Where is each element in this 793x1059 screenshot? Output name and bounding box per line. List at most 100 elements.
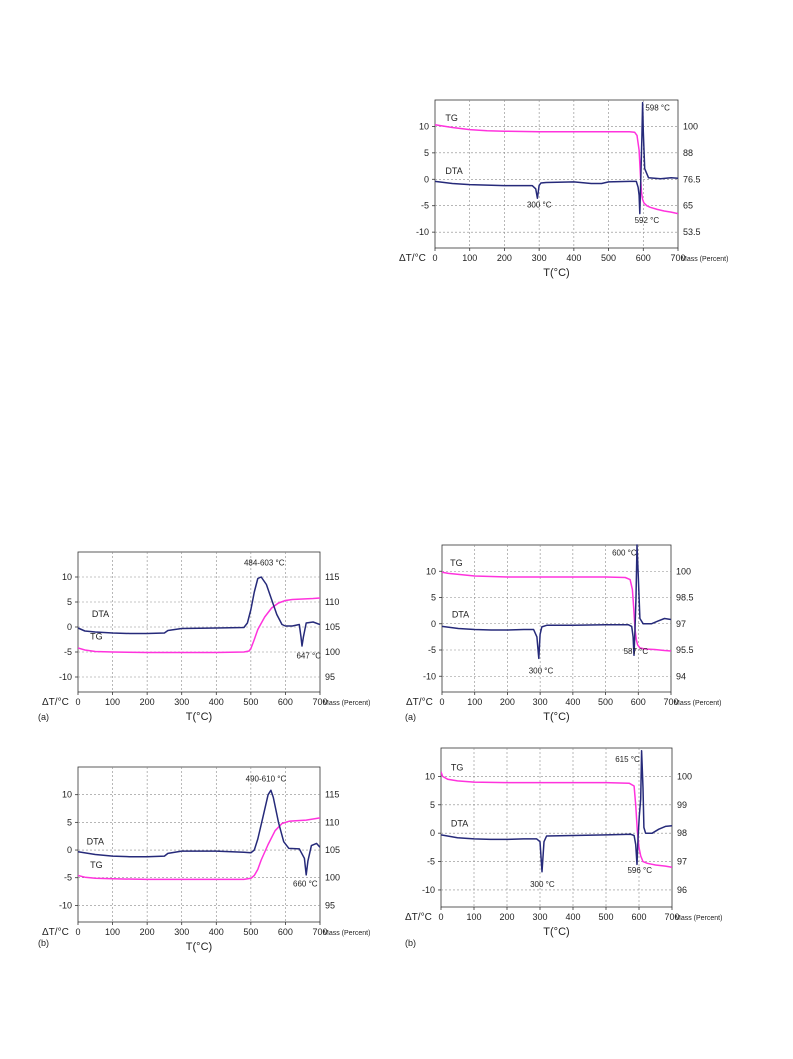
y-axis-label: ΔT/°C xyxy=(405,912,432,923)
x-tick-label: 300 xyxy=(532,253,547,263)
plot-frame xyxy=(77,551,321,693)
x-tick-label: 100 xyxy=(105,927,120,937)
x-tick-label: 100 xyxy=(462,253,477,263)
x-tick-label: 200 xyxy=(497,253,512,263)
panel-label-bottom-right: (b) xyxy=(405,938,416,948)
y2-axis-label: Mass (Percent) xyxy=(323,930,370,937)
series-label-dta: DTA xyxy=(92,609,109,619)
chart-bottom-right-svg: 0 100 200 300 400 500 600 700 10 100 5 99 0 98 -5 97 -10… xyxy=(405,747,722,938)
y2-tick-label: 65 xyxy=(683,201,693,211)
y-tick-label: -10 xyxy=(59,900,72,910)
chart-mid-left: 0 100 200 300 400 500 600 700 10 115 5 110 0 105 -5 100… xyxy=(38,540,388,740)
series-label-tg: TG xyxy=(450,558,463,568)
y2-axis-label: Mass (Percent) xyxy=(675,915,722,922)
series-line-dta xyxy=(78,789,320,876)
annotation-label: 300 °C xyxy=(529,667,554,676)
y-tick-label: 0 xyxy=(430,828,435,838)
x-tick-label: 0 xyxy=(438,912,443,922)
y2-tick-label: 96 xyxy=(677,885,687,895)
chart-bottom-left-svg: 0 100 200 300 400 500 600 700 10 115 5 110 0 105 -5 100… xyxy=(42,766,370,953)
y2-axis-label: Mass (Percent) xyxy=(674,700,721,707)
y2-tick-label: 99 xyxy=(677,800,687,810)
x-tick-label: 700 xyxy=(670,253,685,263)
series-label-dta: DTA xyxy=(445,166,462,176)
plot-frame xyxy=(441,544,672,693)
x-axis-label: T(°C) xyxy=(186,711,212,723)
x-tick-label: 200 xyxy=(499,912,514,922)
x-tick-label: 600 xyxy=(278,927,293,937)
y-tick-label: 5 xyxy=(67,817,72,827)
x-tick-label: 500 xyxy=(598,697,613,707)
y2-tick-label: 100 xyxy=(683,121,698,131)
y-tick-label: 0 xyxy=(67,622,72,632)
plot-area: 0 100 200 300 400 500 600 700 10 100 5 98.5 0 97 -5 95.… xyxy=(406,544,721,723)
y2-tick-label: 98.5 xyxy=(676,593,694,603)
x-tick-label: 300 xyxy=(174,697,189,707)
x-tick-label: 300 xyxy=(532,912,547,922)
annotation-label: 615 °C xyxy=(615,755,640,764)
annotation-label: 660 °C xyxy=(293,880,318,889)
panel-label-bottom-left: (b) xyxy=(38,938,49,948)
x-tick-label: 700 xyxy=(663,697,678,707)
chart-top: 0 100 200 300 400 500 600 700 10 100 5 88 0 76.5 -5 65 -… xyxy=(395,88,728,293)
x-tick-label: 700 xyxy=(312,697,327,707)
series-label-dta: DTA xyxy=(452,609,469,619)
y2-tick-label: 95 xyxy=(325,900,335,910)
chart-top-svg: 0 100 200 300 400 500 600 700 10 100 5 88 0 76.5 -5 65 -… xyxy=(399,99,728,279)
x-tick-label: 0 xyxy=(75,697,80,707)
y-tick-label: -10 xyxy=(416,227,429,237)
x-tick-label: 200 xyxy=(500,697,515,707)
y2-tick-label: 100 xyxy=(325,873,340,883)
x-tick-label: 400 xyxy=(566,253,581,263)
x-axis-label: T(°C) xyxy=(186,941,212,953)
plot-area: 0 100 200 300 400 500 600 700 10 100 5 88 0 76.5 -5 65 -… xyxy=(399,99,728,279)
y-tick-label: 5 xyxy=(424,148,429,158)
x-axis-label: T(°C) xyxy=(543,926,569,938)
panel-label-mid-right: (a) xyxy=(405,712,416,722)
x-tick-label: 0 xyxy=(75,927,80,937)
annotation-label: 490-610 °C xyxy=(246,774,287,783)
series-line-tg xyxy=(78,597,320,654)
series-label-tg: TG xyxy=(445,113,458,123)
series-label-dta: DTA xyxy=(87,837,104,847)
series-line-dta xyxy=(78,576,320,647)
annotation-label: 596 °C xyxy=(627,866,652,875)
y-tick-label: -5 xyxy=(428,645,436,655)
y-tick-label: -5 xyxy=(427,857,435,867)
y2-tick-label: 95 xyxy=(325,672,335,682)
y2-tick-label: 110 xyxy=(325,817,339,827)
x-axis-label: T(°C) xyxy=(543,267,569,279)
x-tick-label: 700 xyxy=(312,927,327,937)
x-tick-label: 400 xyxy=(565,697,580,707)
series-label-tg: TG xyxy=(90,632,103,642)
x-tick-label: 100 xyxy=(105,697,120,707)
y2-tick-label: 88 xyxy=(683,148,693,158)
x-tick-label: 0 xyxy=(439,697,444,707)
panel-label-mid-left: (a) xyxy=(38,712,49,722)
x-tick-label: 500 xyxy=(243,927,258,937)
y-tick-label: -10 xyxy=(422,885,435,895)
x-tick-label: 100 xyxy=(467,697,482,707)
y-tick-label: 10 xyxy=(62,790,72,800)
plot-frame xyxy=(440,747,673,908)
x-axis-label: T(°C) xyxy=(543,711,569,723)
y-tick-label: -5 xyxy=(64,873,72,883)
plot-frame xyxy=(77,766,321,923)
chart-bottom-left: 0 100 200 300 400 500 600 700 10 115 5 110 0 105 -5 100… xyxy=(38,755,388,970)
y2-tick-label: 115 xyxy=(325,572,339,582)
plot-area: 0 100 200 300 400 500 600 700 10 115 5 110 0 105 -5 100… xyxy=(42,766,370,953)
y-axis-label: ΔT/°C xyxy=(42,927,69,938)
x-tick-label: 300 xyxy=(533,697,548,707)
annotation-label: 300 °C xyxy=(530,880,555,889)
y-tick-label: 10 xyxy=(62,572,72,582)
x-tick-label: 700 xyxy=(664,912,679,922)
x-tick-label: 400 xyxy=(209,927,224,937)
x-tick-label: 100 xyxy=(466,912,481,922)
series-label-tg: TG xyxy=(451,763,464,773)
series-line-tg xyxy=(78,817,320,881)
y-tick-label: -5 xyxy=(421,201,429,211)
y2-tick-label: 105 xyxy=(325,845,340,855)
y-tick-label: 0 xyxy=(424,174,429,184)
x-tick-label: 500 xyxy=(598,912,613,922)
y2-tick-label: 115 xyxy=(325,790,339,800)
